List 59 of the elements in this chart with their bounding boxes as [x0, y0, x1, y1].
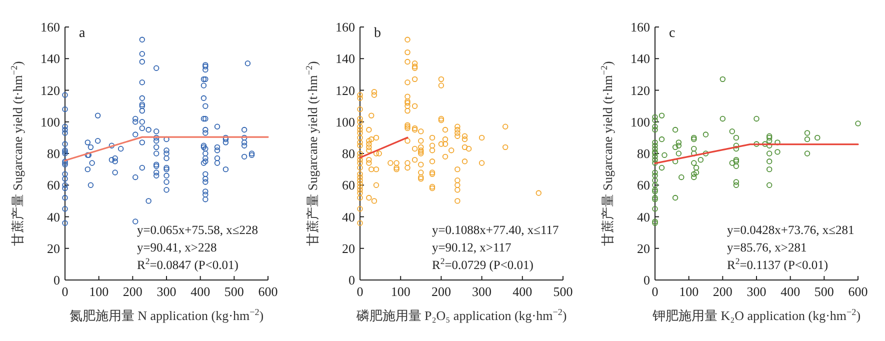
y-tick-label: 140	[336, 51, 355, 66]
y-tick-label: 80	[47, 146, 60, 161]
chart-title: a	[79, 26, 86, 41]
x-axis-title: 磷肥施用量 P₂O₅ application (kg·hm$^{−2}$)	[355, 307, 567, 323]
y-tick-label: 20	[47, 240, 60, 256]
y-tick-label: 0	[348, 272, 355, 288]
x-tick-label: 300	[156, 284, 176, 299]
y-tick-label: 40	[47, 209, 60, 224]
y-tick-label: 60	[342, 178, 355, 193]
y-tick-label: 40	[342, 209, 355, 224]
y-tick-label: 160	[630, 20, 650, 34]
annotation: R$^{2}$=0.0729 (P<0.01)	[432, 256, 534, 272]
annotation: R$^{2}$=0.0847 (P<0.01)	[137, 256, 238, 272]
y-tick-label: 140	[630, 51, 650, 66]
annotation: y=0.065x+75.58, x≤228	[137, 223, 258, 237]
x-tick-label: 600	[848, 284, 868, 299]
y-tick-label: 120	[336, 82, 355, 98]
y-tick-label: 20	[637, 240, 650, 256]
y-tick-label: 120	[630, 82, 650, 98]
y-tick-label: 160	[336, 20, 355, 34]
x-tick-label: 300	[746, 284, 766, 299]
annotation: y=90.12, x>117	[432, 240, 512, 254]
annotation: y=85.76, x>281	[727, 240, 807, 254]
annotation: y=0.1088x+77.40, x≤117	[432, 223, 559, 237]
annotation: R$^{2}$=0.1137 (P<0.01)	[727, 256, 828, 272]
x-axis-title: 氮肥施用量 N application (kg·hm$^{−2}$)	[69, 307, 264, 323]
y-tick-label: 40	[637, 209, 650, 224]
y-tick-label: 60	[637, 178, 650, 193]
y-tick-label: 100	[630, 114, 650, 130]
chart-title: b	[374, 26, 381, 41]
y-tick-label: 100	[40, 114, 60, 130]
x-tick-label: 100	[390, 284, 410, 299]
annotation: y=90.41, x>228	[137, 240, 217, 254]
y-tick-label: 120	[40, 82, 60, 98]
y-tick-label: 80	[637, 146, 650, 161]
x-tick-label: 100	[89, 284, 109, 299]
x-tick-label: 500	[814, 284, 834, 299]
x-tick-label: 500	[224, 284, 244, 299]
y-tick-label: 160	[40, 20, 60, 34]
x-tick-label: 200	[431, 284, 451, 299]
y-tick-label: 0	[644, 272, 650, 288]
x-tick-label: 400	[512, 284, 532, 299]
annotation: y=0.0428x+73.76, x≤281	[727, 223, 854, 237]
y-tick-label: 140	[40, 51, 60, 66]
x-tick-label: 200	[712, 284, 732, 299]
chart-title: c	[669, 26, 676, 41]
x-axis-title: 钾肥施用量 K₂O application (kg·hm$^{−2}$)	[651, 307, 861, 323]
x-tick-label: 100	[679, 284, 699, 299]
y-tick-label: 100	[336, 114, 355, 130]
x-tick-label: 500	[553, 284, 573, 299]
y-tick-label: 60	[47, 178, 60, 193]
x-tick-label: 600	[258, 284, 278, 299]
x-tick-label: 300	[472, 284, 492, 299]
x-tick-label: 400	[190, 284, 210, 299]
y-tick-label: 0	[54, 272, 60, 288]
x-tick-label: 400	[780, 284, 800, 299]
x-tick-label: 200	[122, 284, 142, 299]
y-tick-label: 20	[342, 240, 355, 256]
y-tick-label: 80	[342, 146, 355, 161]
